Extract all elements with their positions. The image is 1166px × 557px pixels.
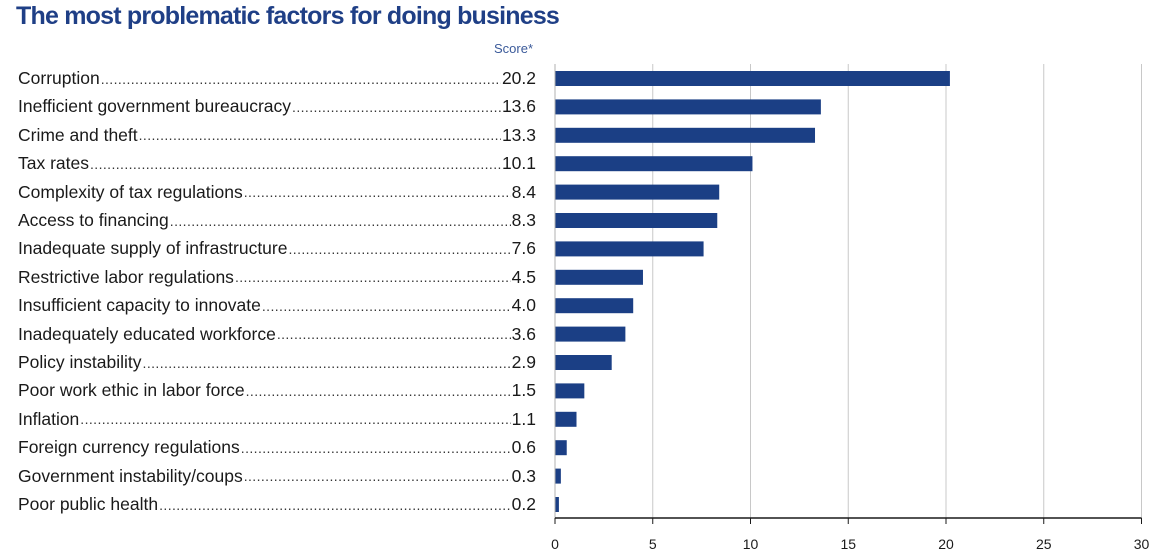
- value-label: 8.3: [511, 210, 536, 230]
- category-label: Inefficient government bureaucracy: [18, 96, 292, 117]
- category-row: Poor work ethic in labor force..........…: [18, 380, 536, 402]
- category-label: Access to financing: [18, 210, 169, 230]
- value-label: 20.2: [501, 68, 536, 88]
- category-row: Inadequately educated workforce.........…: [18, 323, 536, 345]
- value-label: 4.0: [511, 295, 536, 316]
- dot-leader: ........................................…: [245, 382, 511, 399]
- value-label: 0.6: [511, 437, 536, 458]
- x-tick-label: 0: [551, 536, 559, 552]
- category-label: Inadequate supply of infrastructure: [18, 238, 288, 259]
- bar-15: [555, 497, 559, 512]
- category-label: Policy instability: [18, 352, 142, 372]
- x-tick-label: 15: [840, 536, 856, 552]
- category-label: Government instability/coups: [18, 465, 243, 486]
- dot-leader: ........................................…: [276, 326, 511, 343]
- value-label: 2.9: [511, 352, 536, 372]
- dot-leader: ........................................…: [240, 439, 511, 456]
- value-label: 3.6: [511, 323, 536, 344]
- value-label: 4.5: [511, 266, 536, 287]
- category-row: Inefficient government bureaucracy......…: [18, 96, 536, 118]
- x-tick-label: 30: [1134, 536, 1150, 552]
- category-row: Restrictive labor regulations...........…: [18, 266, 536, 288]
- dot-leader: ........................................…: [90, 155, 501, 172]
- category-label: Restrictive labor regulations: [18, 266, 234, 287]
- bar-12: [555, 411, 577, 427]
- category-row: Foreign currency regulations............…: [18, 437, 536, 459]
- dot-leader: ........................................…: [288, 240, 511, 257]
- dot-leader: ........................................…: [80, 411, 510, 428]
- category-row: Insufficient capacity to innovate.......…: [18, 295, 536, 317]
- bar-14: [555, 468, 561, 484]
- dot-leader: ........................................…: [138, 127, 501, 144]
- value-label: 0.3: [511, 465, 536, 486]
- category-label: Poor work ethic in labor force: [18, 380, 245, 401]
- value-label: 13.3: [501, 124, 536, 145]
- category-row: Access to financing.....................…: [18, 210, 536, 232]
- category-row: Inflation...............................…: [18, 408, 536, 430]
- category-row: Government instability/coups............…: [18, 465, 536, 487]
- x-tick-label: 20: [938, 536, 954, 552]
- bar-8: [555, 298, 634, 314]
- bar-11: [555, 383, 585, 399]
- bar-6: [555, 241, 704, 257]
- category-row: Policy instability......................…: [18, 352, 536, 374]
- dot-leader: ........................................…: [243, 468, 511, 485]
- dot-leader: ........................................…: [234, 269, 511, 286]
- bar-7: [555, 269, 643, 285]
- category-row: Corruption..............................…: [18, 68, 536, 90]
- bar-1: [555, 99, 821, 115]
- x-tick-label: 5: [649, 536, 657, 552]
- category-label: Corruption: [18, 68, 100, 88]
- dot-leader: ........................................…: [261, 297, 511, 314]
- bar-9: [555, 326, 626, 342]
- category-label: Tax rates: [18, 153, 89, 174]
- category-label: Inadequately educated workforce: [18, 323, 276, 344]
- dot-leader: ........................................…: [142, 354, 511, 371]
- value-label: 1.1: [511, 408, 536, 429]
- category-label: Insufficient capacity to innovate: [18, 295, 261, 316]
- category-row: Complexity of tax regulations...........…: [18, 181, 536, 203]
- category-label: Foreign currency regulations: [18, 437, 240, 458]
- score-column-header: Score*: [494, 41, 534, 56]
- bar-4: [555, 184, 720, 200]
- x-tick-label: 25: [1036, 536, 1052, 552]
- dot-leader: ........................................…: [243, 184, 511, 201]
- category-row: Crime and theft.........................…: [18, 124, 536, 146]
- value-label: 13.6: [501, 96, 536, 117]
- bar-13: [555, 440, 567, 456]
- category-label: Inflation: [18, 408, 80, 429]
- value-label: 0.2: [511, 494, 536, 514]
- bar-5: [555, 213, 718, 228]
- dot-leader: ........................................…: [100, 70, 501, 87]
- value-label: 1.5: [511, 380, 536, 401]
- bar-10: [555, 355, 612, 370]
- category-row: Poor public health......................…: [18, 494, 536, 516]
- x-tick-label: 10: [743, 536, 759, 552]
- category-row: Tax rates...............................…: [18, 153, 536, 175]
- chart-title: The most problematic factors for doing b…: [16, 2, 560, 30]
- category-label: Crime and theft: [18, 124, 138, 145]
- bar-0: [555, 71, 950, 86]
- category-label: Complexity of tax regulations: [18, 181, 243, 202]
- category-label: Poor public health: [18, 494, 159, 514]
- value-label: 10.1: [501, 153, 536, 174]
- dot-leader: ........................................…: [292, 98, 501, 115]
- category-row: Inadequate supply of infrastructure.....…: [18, 238, 536, 260]
- dot-leader: ........................................…: [159, 496, 511, 513]
- value-label: 7.6: [511, 238, 536, 259]
- value-label: 8.4: [511, 181, 536, 202]
- bar-3: [555, 156, 753, 172]
- bar-2: [555, 127, 816, 143]
- dot-leader: ........................................…: [169, 212, 511, 229]
